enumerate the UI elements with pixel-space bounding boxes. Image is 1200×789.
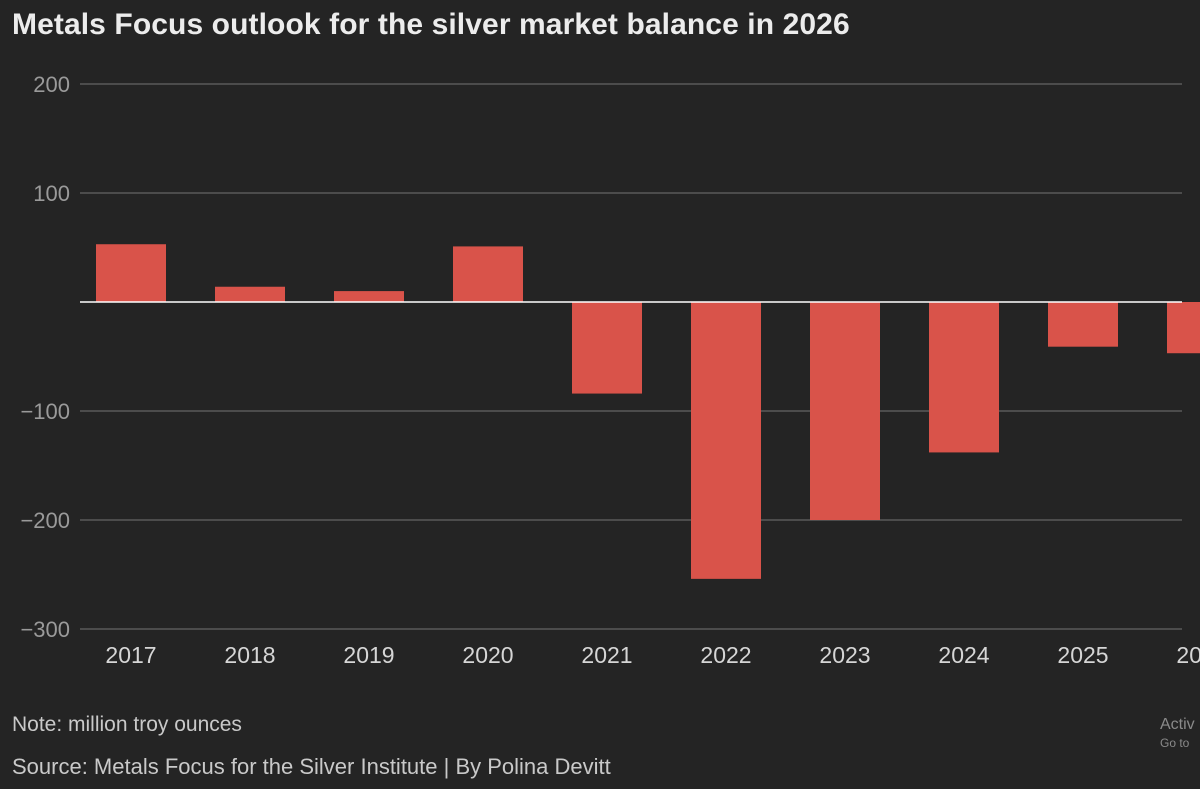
activation-watermark: Activ Go to — [1160, 716, 1200, 750]
chart-source: Source: Metals Focus for the Silver Inst… — [12, 754, 611, 779]
x-tick-label: 2022 — [700, 642, 751, 668]
y-tick-label: −300 — [20, 617, 70, 642]
x-tick-label: 2025 — [1057, 642, 1108, 668]
y-axis-ticks: 200 100 −100 −200 −300 — [20, 72, 70, 642]
chart-title: Metals Focus outlook for the silver mark… — [12, 8, 850, 41]
bars — [96, 244, 1200, 579]
x-tick-label: 2017 — [105, 642, 156, 668]
y-tick-label: 100 — [33, 181, 70, 206]
x-tick-label: 2019 — [343, 642, 394, 668]
x-tick-label: 2023 — [819, 642, 870, 668]
y-tick-label: −100 — [20, 399, 70, 424]
bar-2022 — [691, 302, 761, 579]
bar-2021 — [572, 302, 642, 394]
watermark-line1: Activ — [1160, 716, 1195, 733]
bar-2020 — [453, 246, 523, 302]
bar-2017 — [96, 244, 166, 302]
bar-2023 — [810, 302, 880, 520]
x-tick-label: 2024 — [938, 642, 989, 668]
x-tick-label: 2018 — [224, 642, 275, 668]
bar-2025 — [1048, 302, 1118, 347]
x-tick-label: 2026 — [1176, 642, 1200, 668]
x-tick-label: 2021 — [581, 642, 632, 668]
bar-2024 — [929, 302, 999, 453]
bar-2019 — [334, 291, 404, 302]
bar-2018 — [215, 286, 285, 302]
y-tick-label: 200 — [33, 72, 70, 97]
watermark-line2: Go to — [1160, 736, 1190, 750]
y-tick-label: −200 — [20, 508, 70, 533]
chart-note: Note: million troy ounces — [12, 713, 242, 736]
bar-2026 — [1167, 302, 1200, 354]
x-axis-ticks: 2017 2018 2019 2020 2021 2022 2023 2024 2025 2026 — [105, 642, 1200, 668]
x-tick-label: 2020 — [462, 642, 513, 668]
